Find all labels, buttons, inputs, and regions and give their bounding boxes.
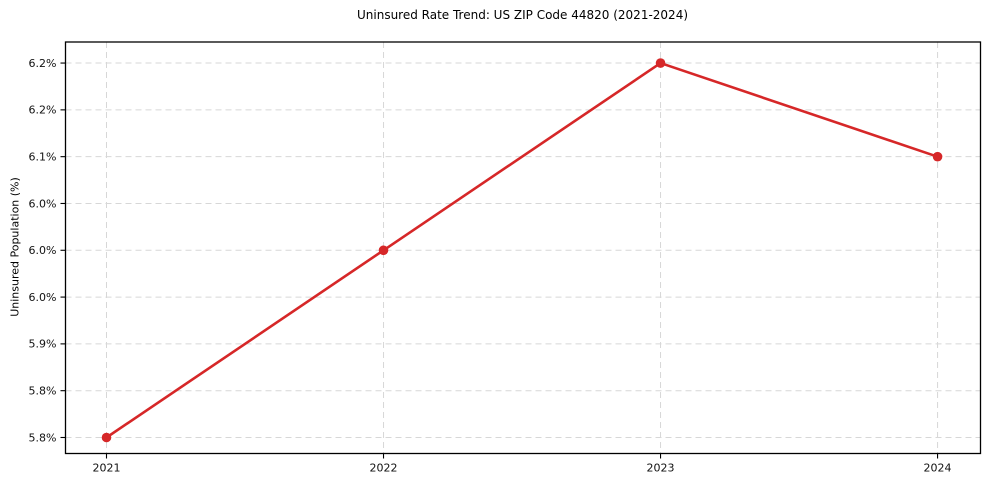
chart-title: Uninsured Rate Trend: US ZIP Code 44820 … bbox=[356, 8, 689, 22]
x-tick-label: 2021 bbox=[92, 462, 120, 475]
y-tick-label: 5.8% bbox=[29, 431, 57, 444]
data-point-marker bbox=[932, 151, 943, 162]
y-tick-label: 5.8% bbox=[29, 385, 57, 398]
plot-border-layer bbox=[64, 41, 982, 455]
x-tick-label: 2022 bbox=[370, 462, 398, 475]
y-tick-label: 6.1% bbox=[29, 151, 57, 164]
tick-label-layer: 5.8% 5.8% 5.9% 6.0% 6.0% 6.0% 6.1% 6.2% 6.2% 2021… bbox=[29, 57, 952, 475]
y-tick-label: 5.9% bbox=[29, 338, 57, 351]
y-tick-label: 6.2% bbox=[29, 104, 57, 117]
x-tick-label: 2024 bbox=[924, 462, 952, 475]
data-point-marker bbox=[101, 432, 112, 443]
y-tick-label: 6.0% bbox=[29, 197, 57, 210]
plot-border bbox=[64, 41, 982, 455]
y-tick-label: 6.0% bbox=[29, 291, 57, 304]
x-tick-label: 2023 bbox=[647, 462, 675, 475]
series-layer bbox=[101, 58, 943, 443]
data-point-marker bbox=[378, 245, 389, 256]
tick-layer bbox=[60, 62, 939, 459]
y-tick-label: 6.2% bbox=[29, 57, 57, 70]
data-point-marker bbox=[655, 58, 666, 68]
trend-line bbox=[105, 61, 939, 439]
y-tick-label: 6.0% bbox=[29, 244, 57, 257]
grid-layer bbox=[65, 42, 981, 454]
